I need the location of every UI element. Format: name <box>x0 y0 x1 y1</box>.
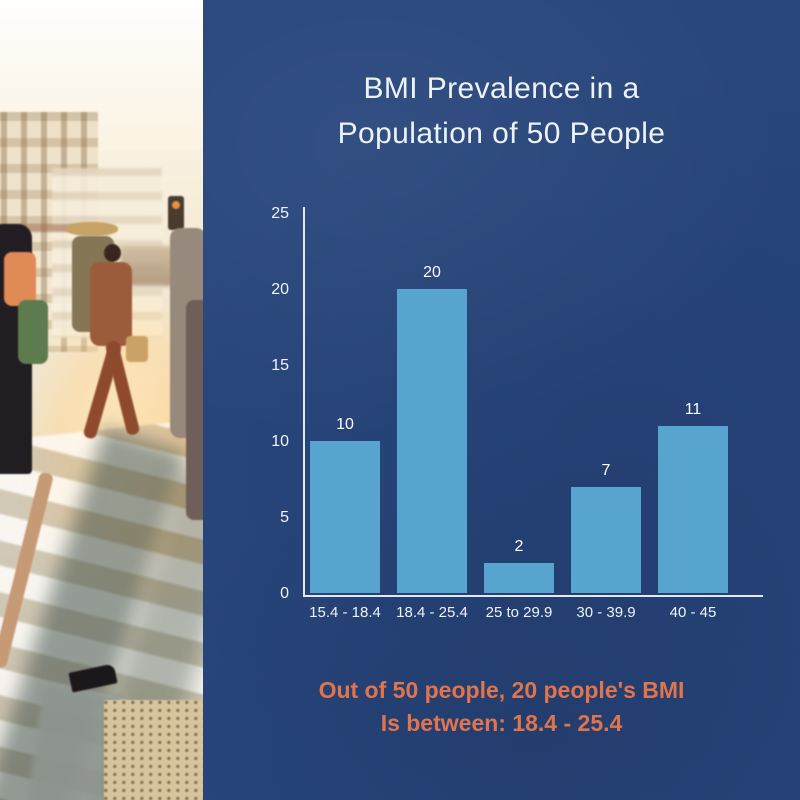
y-axis-line <box>303 207 305 597</box>
photo-pedestrian-hat <box>66 222 118 236</box>
y-tick-label: 25 <box>271 205 289 222</box>
chart-panel <box>203 0 800 800</box>
summary-caption-line2: Is between: 18.4 - 25.4 <box>380 710 623 736</box>
x-tick-label: 25 to 29.9 <box>485 604 553 621</box>
bar-value-label: 20 <box>423 264 441 281</box>
photo-pedestrian-orange-shirt <box>4 252 36 306</box>
street-photo <box>0 0 203 800</box>
bar-value-label: 10 <box>336 416 354 433</box>
chart-bar <box>484 562 554 593</box>
y-tick-label: 10 <box>271 433 289 450</box>
photo-pavement-speckle <box>104 700 203 800</box>
y-tick-label: 20 <box>271 281 289 298</box>
chart-title-line2: Population of 50 People <box>337 117 666 150</box>
photo-green-bag <box>18 300 48 364</box>
bar-value-label: 11 <box>684 400 702 418</box>
photo-building-cornice <box>0 224 96 232</box>
x-tick-label: 15.4 - 18.4 <box>309 604 381 621</box>
y-tick-label: 15 <box>271 357 289 374</box>
photo-pedestrian-rust-body <box>90 262 132 346</box>
summary-caption-line1: Out of 50 people, 20 people's BMI <box>318 677 685 703</box>
x-axis-line <box>303 595 763 597</box>
bar-value-label: 2 <box>514 537 524 555</box>
y-tick-label: 5 <box>280 509 289 526</box>
photo-traffic-light <box>168 196 184 230</box>
y-tick-label: 0 <box>280 585 289 602</box>
bar-value-label: 7 <box>601 461 611 479</box>
chart-bar <box>310 441 380 593</box>
chart-bar <box>571 486 641 593</box>
photo-traffic-lamp <box>172 201 180 209</box>
chart-bar <box>658 425 728 593</box>
chart-title-line1: BMI Prevalence in a <box>363 72 640 105</box>
photo-pedestrian-right-2 <box>186 300 203 520</box>
summary-caption: Out of 50 people, 20 people's BMI Is bet… <box>203 674 800 740</box>
chart-title: BMI Prevalence in a Population of 50 Peo… <box>203 66 800 156</box>
chart-bar <box>397 289 467 593</box>
photo-pedestrian-rust-head <box>104 244 121 262</box>
photo-tan-handbag <box>126 336 148 362</box>
x-tick-label: 40 - 45 <box>669 604 717 621</box>
x-tick-label: 30 - 39.9 <box>576 604 636 621</box>
x-tick-label: 18.4 - 25.4 <box>396 604 468 621</box>
